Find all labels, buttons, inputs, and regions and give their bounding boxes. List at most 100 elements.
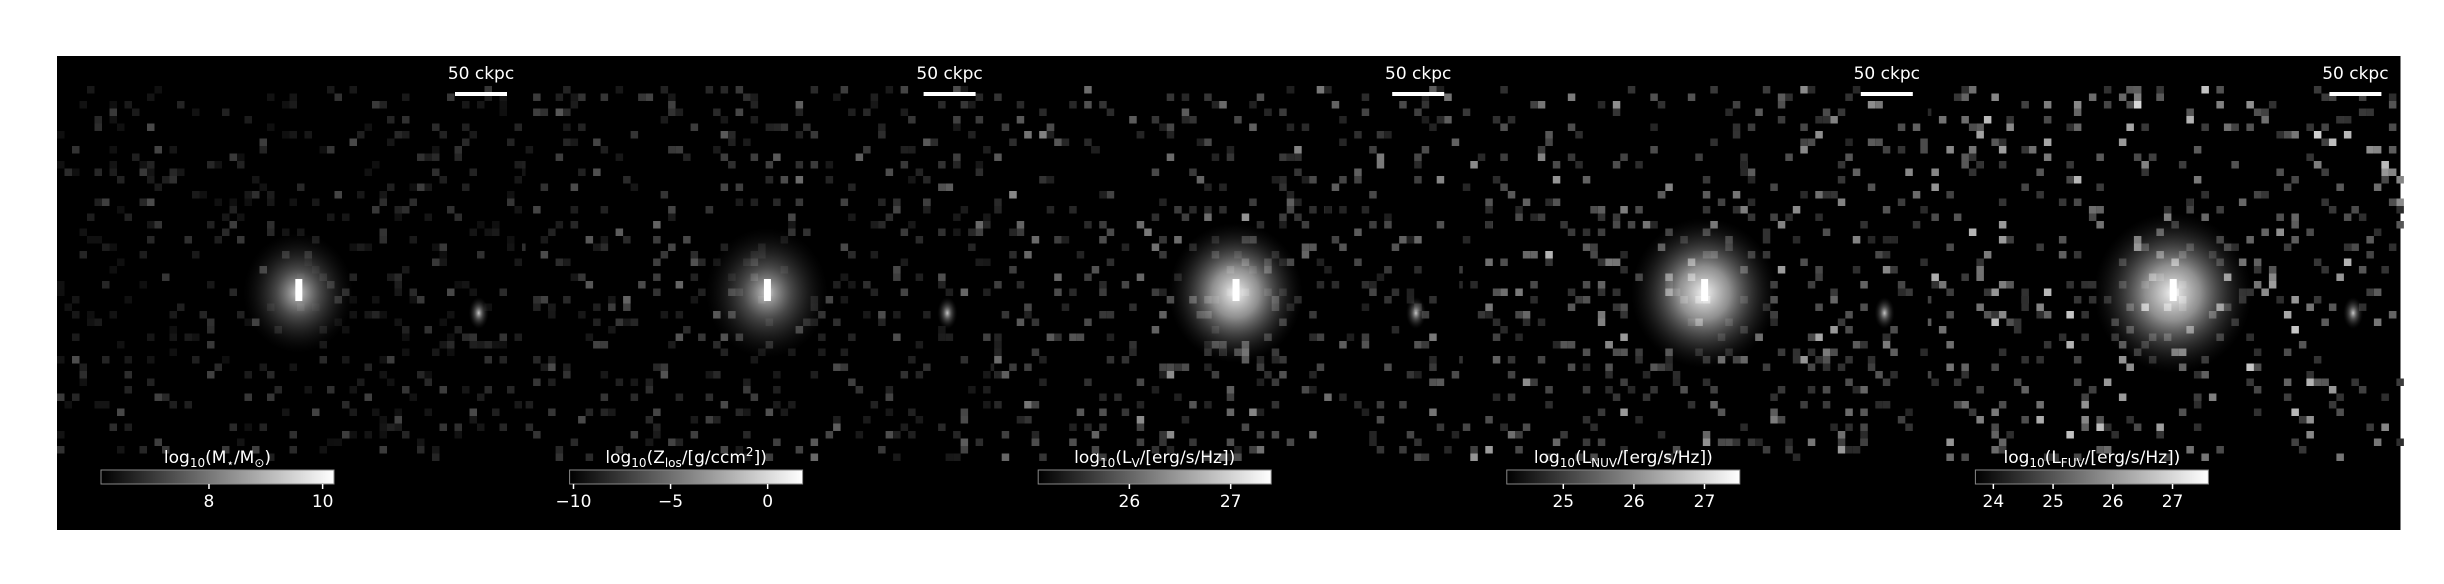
pixel xyxy=(1920,138,1928,146)
pixel xyxy=(1069,423,1077,431)
pixel xyxy=(439,423,447,431)
pixel xyxy=(244,116,252,124)
pixel xyxy=(192,356,200,364)
pixel xyxy=(2336,408,2344,416)
pixel xyxy=(780,123,789,131)
pixel xyxy=(960,438,969,446)
pixel xyxy=(379,311,387,319)
pixel xyxy=(342,326,350,334)
pixel xyxy=(908,221,916,229)
pixel xyxy=(765,453,774,461)
pixel xyxy=(454,326,462,334)
pixel xyxy=(1612,161,1621,169)
pixel xyxy=(1136,273,1145,281)
pixel xyxy=(402,348,410,356)
pixel xyxy=(878,131,886,139)
pixel xyxy=(1582,348,1591,356)
pixel xyxy=(705,206,714,214)
pixel xyxy=(259,138,267,146)
pixel xyxy=(630,183,639,191)
pixel xyxy=(2133,153,2142,161)
pixel xyxy=(2366,146,2374,154)
pixel xyxy=(2103,423,2112,431)
pixel xyxy=(1882,401,1891,409)
pixel xyxy=(289,198,297,206)
pixel xyxy=(1953,213,1962,221)
pixel xyxy=(1189,206,1197,214)
pixel xyxy=(1151,288,1160,296)
colorbar xyxy=(1506,469,1741,485)
pixel xyxy=(1882,341,1891,349)
pixel xyxy=(1492,356,1501,364)
pixel xyxy=(1612,288,1621,296)
pixel xyxy=(735,408,744,416)
pixel xyxy=(2313,296,2322,304)
pixel xyxy=(1429,123,1437,131)
pixel xyxy=(1822,401,1831,409)
pixel xyxy=(1961,93,1969,101)
pixel xyxy=(1286,86,1295,94)
pixel xyxy=(960,101,969,109)
pixel xyxy=(1500,153,1508,161)
pixel xyxy=(983,371,991,379)
pixel xyxy=(600,146,609,154)
pixel xyxy=(555,446,564,454)
pixel xyxy=(975,438,984,446)
pixel xyxy=(1845,423,1853,431)
pixel xyxy=(1976,161,1984,169)
pixel xyxy=(222,356,230,364)
pixel xyxy=(1414,341,1422,349)
pixel xyxy=(1076,408,1085,416)
pixel xyxy=(1961,153,1969,161)
pixel xyxy=(222,213,230,221)
pixel xyxy=(79,101,87,109)
pixel xyxy=(690,258,699,266)
pixel xyxy=(1635,161,1643,169)
pixel xyxy=(2291,213,2299,221)
pixel xyxy=(1009,191,1017,199)
pixel xyxy=(289,131,297,139)
pixel xyxy=(214,161,222,169)
pixel xyxy=(2156,423,2164,431)
pixel xyxy=(1897,288,1906,296)
pixel xyxy=(600,408,609,416)
pixel xyxy=(1451,431,1460,439)
pixel xyxy=(563,138,571,146)
pixel xyxy=(1376,161,1385,169)
pixel xyxy=(402,206,410,214)
pixel xyxy=(462,183,470,191)
pixel xyxy=(1717,408,1726,416)
pixel xyxy=(424,371,432,379)
pixel xyxy=(1301,123,1310,131)
pixel xyxy=(1084,221,1092,229)
pixel xyxy=(660,191,669,199)
pixel xyxy=(1837,318,1846,326)
pixel xyxy=(1091,446,1100,454)
pixel xyxy=(1099,408,1107,416)
pixel xyxy=(394,206,402,214)
pixel xyxy=(1024,363,1032,371)
pixel xyxy=(893,453,901,461)
pixel xyxy=(1968,408,1977,416)
pixel xyxy=(1897,146,1906,154)
pixel xyxy=(2126,363,2134,371)
pixel xyxy=(417,371,425,379)
pixel xyxy=(327,438,335,446)
pixel xyxy=(773,386,781,394)
pixel xyxy=(117,123,125,131)
pixel xyxy=(2328,138,2337,146)
pixel xyxy=(2141,161,2149,169)
pixel xyxy=(1301,251,1310,259)
pixel xyxy=(1151,243,1160,251)
pixel xyxy=(1687,401,1696,409)
pixel xyxy=(593,318,601,326)
pixel xyxy=(1436,116,1445,124)
pixel xyxy=(267,228,275,236)
pixel xyxy=(1747,213,1756,221)
pixel xyxy=(2133,423,2142,431)
pixel xyxy=(1256,378,1265,386)
pixel xyxy=(124,213,132,221)
colorbar-label: log10(LNUV/[erg/s/Hz]) xyxy=(1534,448,1713,470)
pixel xyxy=(994,356,1002,364)
pixel xyxy=(1620,378,1628,386)
